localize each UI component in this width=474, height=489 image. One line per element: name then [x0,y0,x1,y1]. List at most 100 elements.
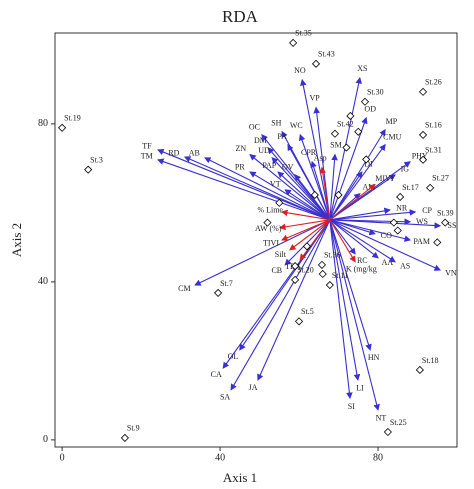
species-label: OV [282,163,294,172]
env-label: Asp [314,154,327,163]
site-point [310,190,319,200]
species-arrow [298,133,331,221]
species-label: NR [396,203,408,212]
env-arrow [299,219,331,261]
species-label: OD [364,104,376,113]
site-point [330,129,340,138]
site-label: St.31 [425,146,442,155]
site-point [291,275,300,284]
site-label: St.39 [437,208,454,217]
site-point [362,155,371,164]
site-point [58,123,67,132]
species-arrow [249,153,331,221]
species-arrow [249,171,331,221]
env-label: Silt [275,250,287,259]
species-arrow [230,219,331,391]
species-arrow [329,116,368,221]
species-arrow [183,156,331,221]
site-point [120,433,129,442]
species-label: JA [249,383,258,392]
species-arrow [329,219,376,236]
species-label: LI [356,384,364,393]
site-point [441,218,450,227]
site-point [389,218,398,227]
site-point [291,262,300,271]
site-label: St.18 [422,356,439,365]
species-arrow [329,219,353,400]
site-label: St.36 [324,251,341,260]
species-arrow [329,219,361,381]
species-arrow [329,219,379,259]
species-arrow [329,209,417,221]
species-label: CPR [301,148,317,157]
site-point [383,427,392,437]
site-label: St.27 [432,174,449,183]
site-point [396,192,405,202]
env-label: MIVI [375,174,394,183]
species-arrow [271,157,331,221]
site-label: St.20 [297,266,314,275]
species-label: AS [400,261,410,270]
species-arrow [329,219,380,411]
species-label: CO [381,231,392,240]
species-label: TF [142,141,152,150]
site-point [325,280,334,290]
site-point [342,143,351,152]
species-arrow [157,148,331,221]
species-arrow [284,219,331,266]
species-label: CP [422,206,432,215]
plot-frame [54,32,458,448]
species-label: VT [270,180,281,189]
env-arrow [329,219,356,263]
species-label: UD [258,146,270,155]
site-label: St.35 [295,29,312,38]
site-label: St.30 [367,88,384,97]
species-label: HN [368,353,380,362]
env-label: TIVI [263,238,279,247]
site-label: St.26 [425,78,442,87]
species-arrow [329,153,338,220]
env-arrow [329,184,376,221]
env-arrow [281,219,331,241]
species-arrow [194,219,331,286]
site-point [360,97,370,106]
species-label: IG [401,165,410,174]
species-label: OL [228,352,239,361]
species-label: CA [211,370,222,379]
env-label: % Lime [257,205,283,214]
site-point [289,38,298,47]
site-point [275,198,284,207]
species-arrow [277,171,331,221]
site-point [263,218,272,227]
species-label: SS [448,221,457,230]
species-arrow [267,147,331,221]
site-label: St.25 [390,418,407,427]
y-tick-label: 80 [38,118,48,129]
species-label: PA [277,132,287,141]
species-arrow [329,219,442,271]
env-arrow [289,219,331,251]
site-point [294,317,304,326]
site-label: St.11 [332,271,348,280]
species-label: PAP [262,161,276,170]
site-point [418,155,428,164]
species-label: NT [376,413,387,422]
species-arrow [329,161,411,221]
species-label: TM [141,152,153,161]
site-point [346,111,355,121]
species-label: PAM [413,237,430,246]
site-label: St.7 [220,279,233,288]
site-point [318,269,327,279]
species-label: VP [309,94,320,103]
species-label: VN [445,269,457,278]
site-point [418,87,428,96]
y-tick-label: 40 [38,276,48,287]
species-arrow [300,78,331,220]
site-point [393,226,402,235]
species-label: NO [294,66,306,75]
site-label: St.42 [337,120,354,129]
site-point [354,127,363,136]
species-label: AA [382,258,394,267]
env-label: AW (%) [255,224,282,233]
species-label: CMU [383,132,401,141]
